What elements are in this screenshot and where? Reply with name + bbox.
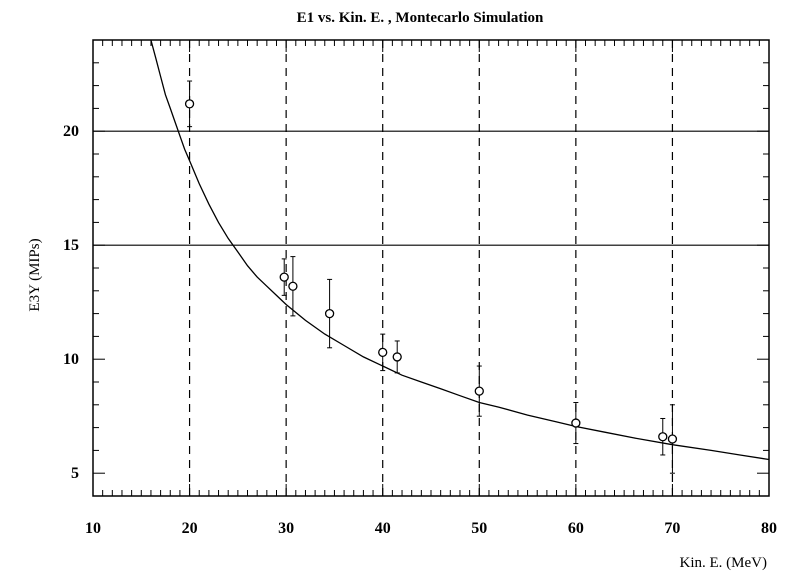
x-tick-label: 30 [278,520,294,537]
fit-curve [150,40,769,461]
data-point [571,418,581,428]
y-tick-label: 15 [63,237,79,254]
chart-title: E1 vs. Kin. E. , Montecarlo Simulation [297,10,544,26]
data-point [324,308,335,319]
x-tick-label: 80 [761,520,777,537]
x-tick-label: 50 [471,520,487,537]
data-point [658,432,668,442]
data-point [667,434,678,444]
data-point [392,352,402,362]
x-tick-label: 60 [568,520,584,537]
x-tick-label: 70 [664,520,680,537]
y-tick-label: 20 [63,123,79,140]
x-tick-label: 20 [182,520,198,537]
y-tick-label: 10 [63,351,79,368]
x-tick-label: 10 [85,520,101,537]
plot-area: 10 20 30 40 50 60 70 80 5 10 15 20 [63,39,777,537]
data-point [279,272,289,282]
y-axis-label: E3Y (MIPs) [27,238,43,311]
x-tick-label: 40 [375,520,391,537]
data-point [184,99,195,109]
data-point [378,347,388,358]
data-point [288,281,298,291]
plot-frame [92,39,770,497]
data-point [474,386,484,396]
y-tick-label: 5 [71,465,79,482]
x-axis-label: Kin. E. (MeV) [680,555,767,571]
